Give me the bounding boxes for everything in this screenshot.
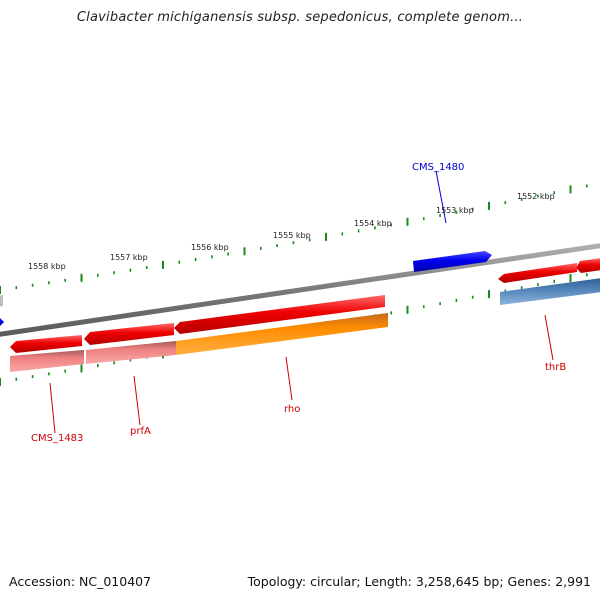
feature-thrB-bar[interactable]	[500, 278, 600, 305]
outer-scale-ticks	[0, 184, 588, 294]
gene-rho-arrow[interactable]	[174, 295, 385, 334]
callout-line-thrB	[544, 314, 554, 361]
feature-cms1483-bar[interactable]	[10, 350, 84, 372]
callout-line-cms1480	[435, 170, 447, 224]
callout-line-cms1483	[49, 382, 56, 434]
scale-label-1555: 1555 kbp	[273, 231, 311, 240]
map-title: Clavibacter michiganensis subsp. sepedon…	[76, 10, 524, 25]
gene-label-rho[interactable]: rho	[284, 404, 300, 415]
gene-label-thrB[interactable]: thrB	[545, 362, 566, 373]
feature-prfA-bar[interactable]	[86, 341, 176, 364]
accession-text: Accession: NC_010407	[9, 574, 152, 589]
gene-left-edge-blue-arrow[interactable]	[0, 316, 4, 328]
scale-label-1553: 1553 kbp	[436, 206, 474, 215]
gene-label-cms1480[interactable]: CMS_1480	[412, 162, 464, 173]
callout-line-rho	[285, 356, 293, 401]
genome-summary-text: Topology: circular; Length: 3,258,645 bp…	[247, 574, 591, 589]
scale-label-1557: 1557 kbp	[110, 253, 148, 262]
gene-thrB-arrow[interactable]	[498, 263, 577, 283]
scale-label-1552: 1552 kbp	[517, 192, 555, 201]
gene-cms1483-arrow[interactable]	[10, 335, 82, 353]
gene-label-cms1483[interactable]: CMS_1483	[31, 433, 83, 444]
scale-label-1558: 1558 kbp	[28, 262, 66, 271]
gene-right-edge-arrow[interactable]	[576, 258, 600, 273]
gene-cms1480-arrow[interactable]	[413, 251, 492, 272]
callout-line-prfA	[133, 375, 141, 426]
gene-left-edge-gray-block	[0, 295, 3, 307]
scale-label-1554: 1554 kbp	[354, 219, 392, 228]
genome-backbone	[0, 243, 600, 337]
scale-label-1556: 1556 kbp	[191, 243, 229, 252]
feature-rho-bar[interactable]	[176, 313, 388, 355]
gene-label-prfA[interactable]: prfA	[130, 426, 151, 437]
gene-prfA-arrow[interactable]	[84, 323, 174, 345]
